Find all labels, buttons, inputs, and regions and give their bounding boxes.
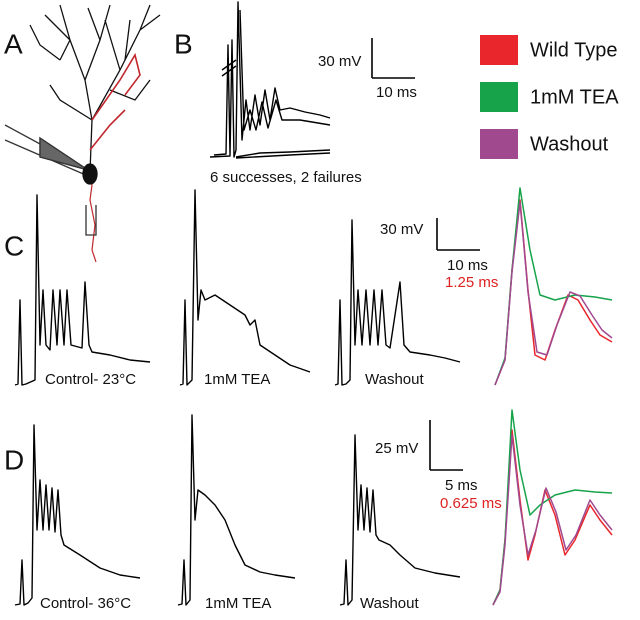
trace — [209, 1, 331, 159]
panel-letter: A — [4, 28, 23, 59]
legend-swatch — [480, 129, 518, 159]
trace — [179, 189, 311, 386]
legend-label: 1mM TEA — [530, 86, 619, 108]
legend-label: Washout — [530, 133, 609, 155]
legend-swatch — [480, 82, 518, 112]
scale-label: 10 ms — [376, 84, 417, 101]
neuron-drawing — [4, 4, 161, 263]
panel-letter: D — [4, 444, 24, 475]
legend-swatch — [480, 35, 518, 65]
trace — [177, 414, 296, 606]
panel-letter: C — [4, 230, 24, 261]
overlay-traces — [492, 187, 613, 606]
trace-label: Washout — [365, 371, 424, 388]
trace-label: Control- 23°C — [45, 371, 136, 388]
break-mark — [221, 59, 237, 77]
trace — [339, 434, 461, 606]
overlay-trace — [492, 434, 613, 606]
panel-letter: B — [174, 28, 193, 59]
scale-label: 30 mV — [380, 221, 423, 238]
scale-label: 25 mV — [375, 440, 418, 457]
trace — [14, 194, 151, 386]
scale-label: 10 ms — [447, 257, 488, 274]
trace — [334, 219, 461, 386]
legend: Wild Type 1mM TEA Washout — [480, 35, 619, 159]
trace-label: Washout — [360, 595, 419, 612]
trace-label: Control- 36°C — [40, 595, 131, 612]
legend-label: Wild Type — [530, 39, 617, 61]
overlay-trace — [494, 199, 613, 386]
trace-label: 1mM TEA — [205, 595, 271, 612]
scale-label: 5 ms — [445, 477, 478, 494]
overlay-trace — [494, 201, 613, 386]
overlay-trace — [494, 187, 613, 386]
scale-label: 0.625 ms — [440, 495, 502, 512]
caption: 6 successes, 2 failures — [210, 169, 362, 186]
trace — [14, 424, 141, 606]
trace-label: 1mM TEA — [204, 371, 270, 388]
scale-label: 30 mV — [318, 53, 361, 70]
scale-label: 1.25 ms — [445, 274, 498, 291]
